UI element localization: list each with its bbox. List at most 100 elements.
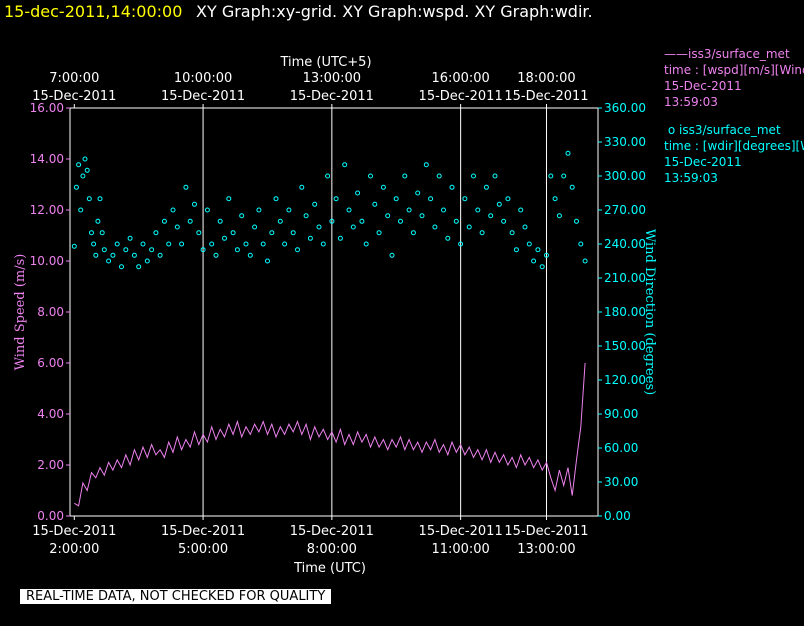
legend-wspd-var: time : [wspd][m/s][Wind [664,63,804,77]
wdir-point [192,201,197,207]
right-tick-label: 240.00 [604,237,646,251]
wdir-point [213,252,219,258]
right-tick-label: 180.00 [604,305,646,319]
wdir-point [93,252,99,258]
wspd-series [74,362,586,507]
wdir-point [574,218,579,224]
wdir-point [458,241,464,247]
wdir-point [329,218,335,224]
wdir-point [488,213,494,219]
left-tick-label: 2.00 [37,458,64,472]
wdir-point [376,230,382,236]
wdir-point [355,190,361,196]
wdir-point [449,184,455,190]
right-tick-label: 30.00 [604,475,638,489]
wdir-point [342,162,348,168]
legend-wdir-name: iss3/surface_met [679,123,781,137]
bottom-tick-time: 11:00:00 [431,542,489,557]
wdir-point [535,247,541,253]
wspd-line [74,362,586,507]
wdir-point [217,218,223,224]
wdir-point [569,184,575,190]
wdir-point [492,173,498,179]
top-axis-label: Time (UTC+5) [279,55,371,70]
legend-wdir-date: 15-Dec-2011 [664,155,742,169]
bottom-tick-date: 15-Dec-2011 [290,524,374,539]
top-tick-date: 15-Dec-2011 [504,89,588,104]
wdir-point [428,196,434,202]
wdir-point [99,230,105,236]
wdir-point [234,247,240,253]
wdir-point [389,252,395,258]
wdir-point [204,207,210,213]
legend-wspd-time: 13:59:03 [664,95,718,109]
wdir-point [441,207,446,213]
wdir-point [513,247,519,253]
header-graph-list: XY Graph:xy-grid. XY Graph:wspd. XY Grap… [196,2,593,21]
wdir-point [80,173,86,179]
wdir-point [110,252,116,258]
wdir-point [312,201,318,207]
wdir-series [71,150,588,270]
wdir-point [346,207,352,213]
legend-wdir-time: 13:59:03 [664,171,718,185]
wdir-point [316,224,322,230]
wdir-point [359,218,365,224]
wdir-point [393,196,399,202]
wdir-point [406,207,412,213]
wdir-point [372,201,378,207]
right-tick-label: 270.00 [604,203,646,217]
bottom-tick-time: 2:00:00 [49,542,99,557]
legend-wdir-var: time : [wdir][degrees][W [664,139,804,153]
wdir-point [531,258,537,264]
wdir-point [183,184,189,190]
wdir-point [123,247,129,253]
right-tick-label: 0.00 [604,509,631,523]
wdir-point [505,196,511,202]
wdir-point [368,173,373,179]
wdir-point [466,224,472,230]
right-tick-label: 90.00 [604,407,638,421]
bottom-tick-date: 15-Dec-2011 [419,524,503,539]
wdir-point [320,241,326,247]
bottom-axis-label: Time (UTC) [293,561,366,576]
wdir-point [149,247,155,253]
wdir-point [471,173,476,179]
wdir-point [136,264,142,270]
legend-wspd-date: 15-Dec-2011 [664,79,742,93]
wdir-point [333,196,339,202]
wdir-point [82,156,88,162]
wdir-point [282,241,288,247]
wdir-point [84,167,90,173]
left-tick-label: 10.00 [30,254,64,268]
wdir-point [131,252,137,258]
wdir-point [252,224,258,230]
top-tick-time: 10:00:00 [174,71,232,86]
wdir-point [385,213,391,219]
wdir-point [243,241,249,247]
right-tick-label: 360.00 [604,101,646,115]
wdir-point [161,218,167,224]
wdir-point [522,224,528,230]
wdir-point [170,207,176,213]
top-tick-time: 18:00:00 [517,71,575,86]
wdir-point [462,196,468,202]
wdir-point [273,196,279,202]
right-tick-label: 60.00 [604,441,638,455]
wdir-point [496,201,502,207]
wdir-point [269,230,275,236]
wdir-point [179,241,185,247]
wdir-point [101,247,107,253]
wdir-point [157,252,163,258]
legend-wspd-name: iss3/surface_met [688,47,790,61]
wdir-point [350,224,356,230]
wdir-point [73,184,79,190]
wdir-point [565,150,571,156]
wdir-point [410,230,416,236]
wdir-point [222,235,227,241]
wdir-point [277,218,283,224]
wdir-point [402,173,408,179]
bottom-tick-date: 15-Dec-2011 [504,524,588,539]
quality-warning: REAL-TIME DATA, NOT CHECKED FOR QUALITY [20,589,332,604]
